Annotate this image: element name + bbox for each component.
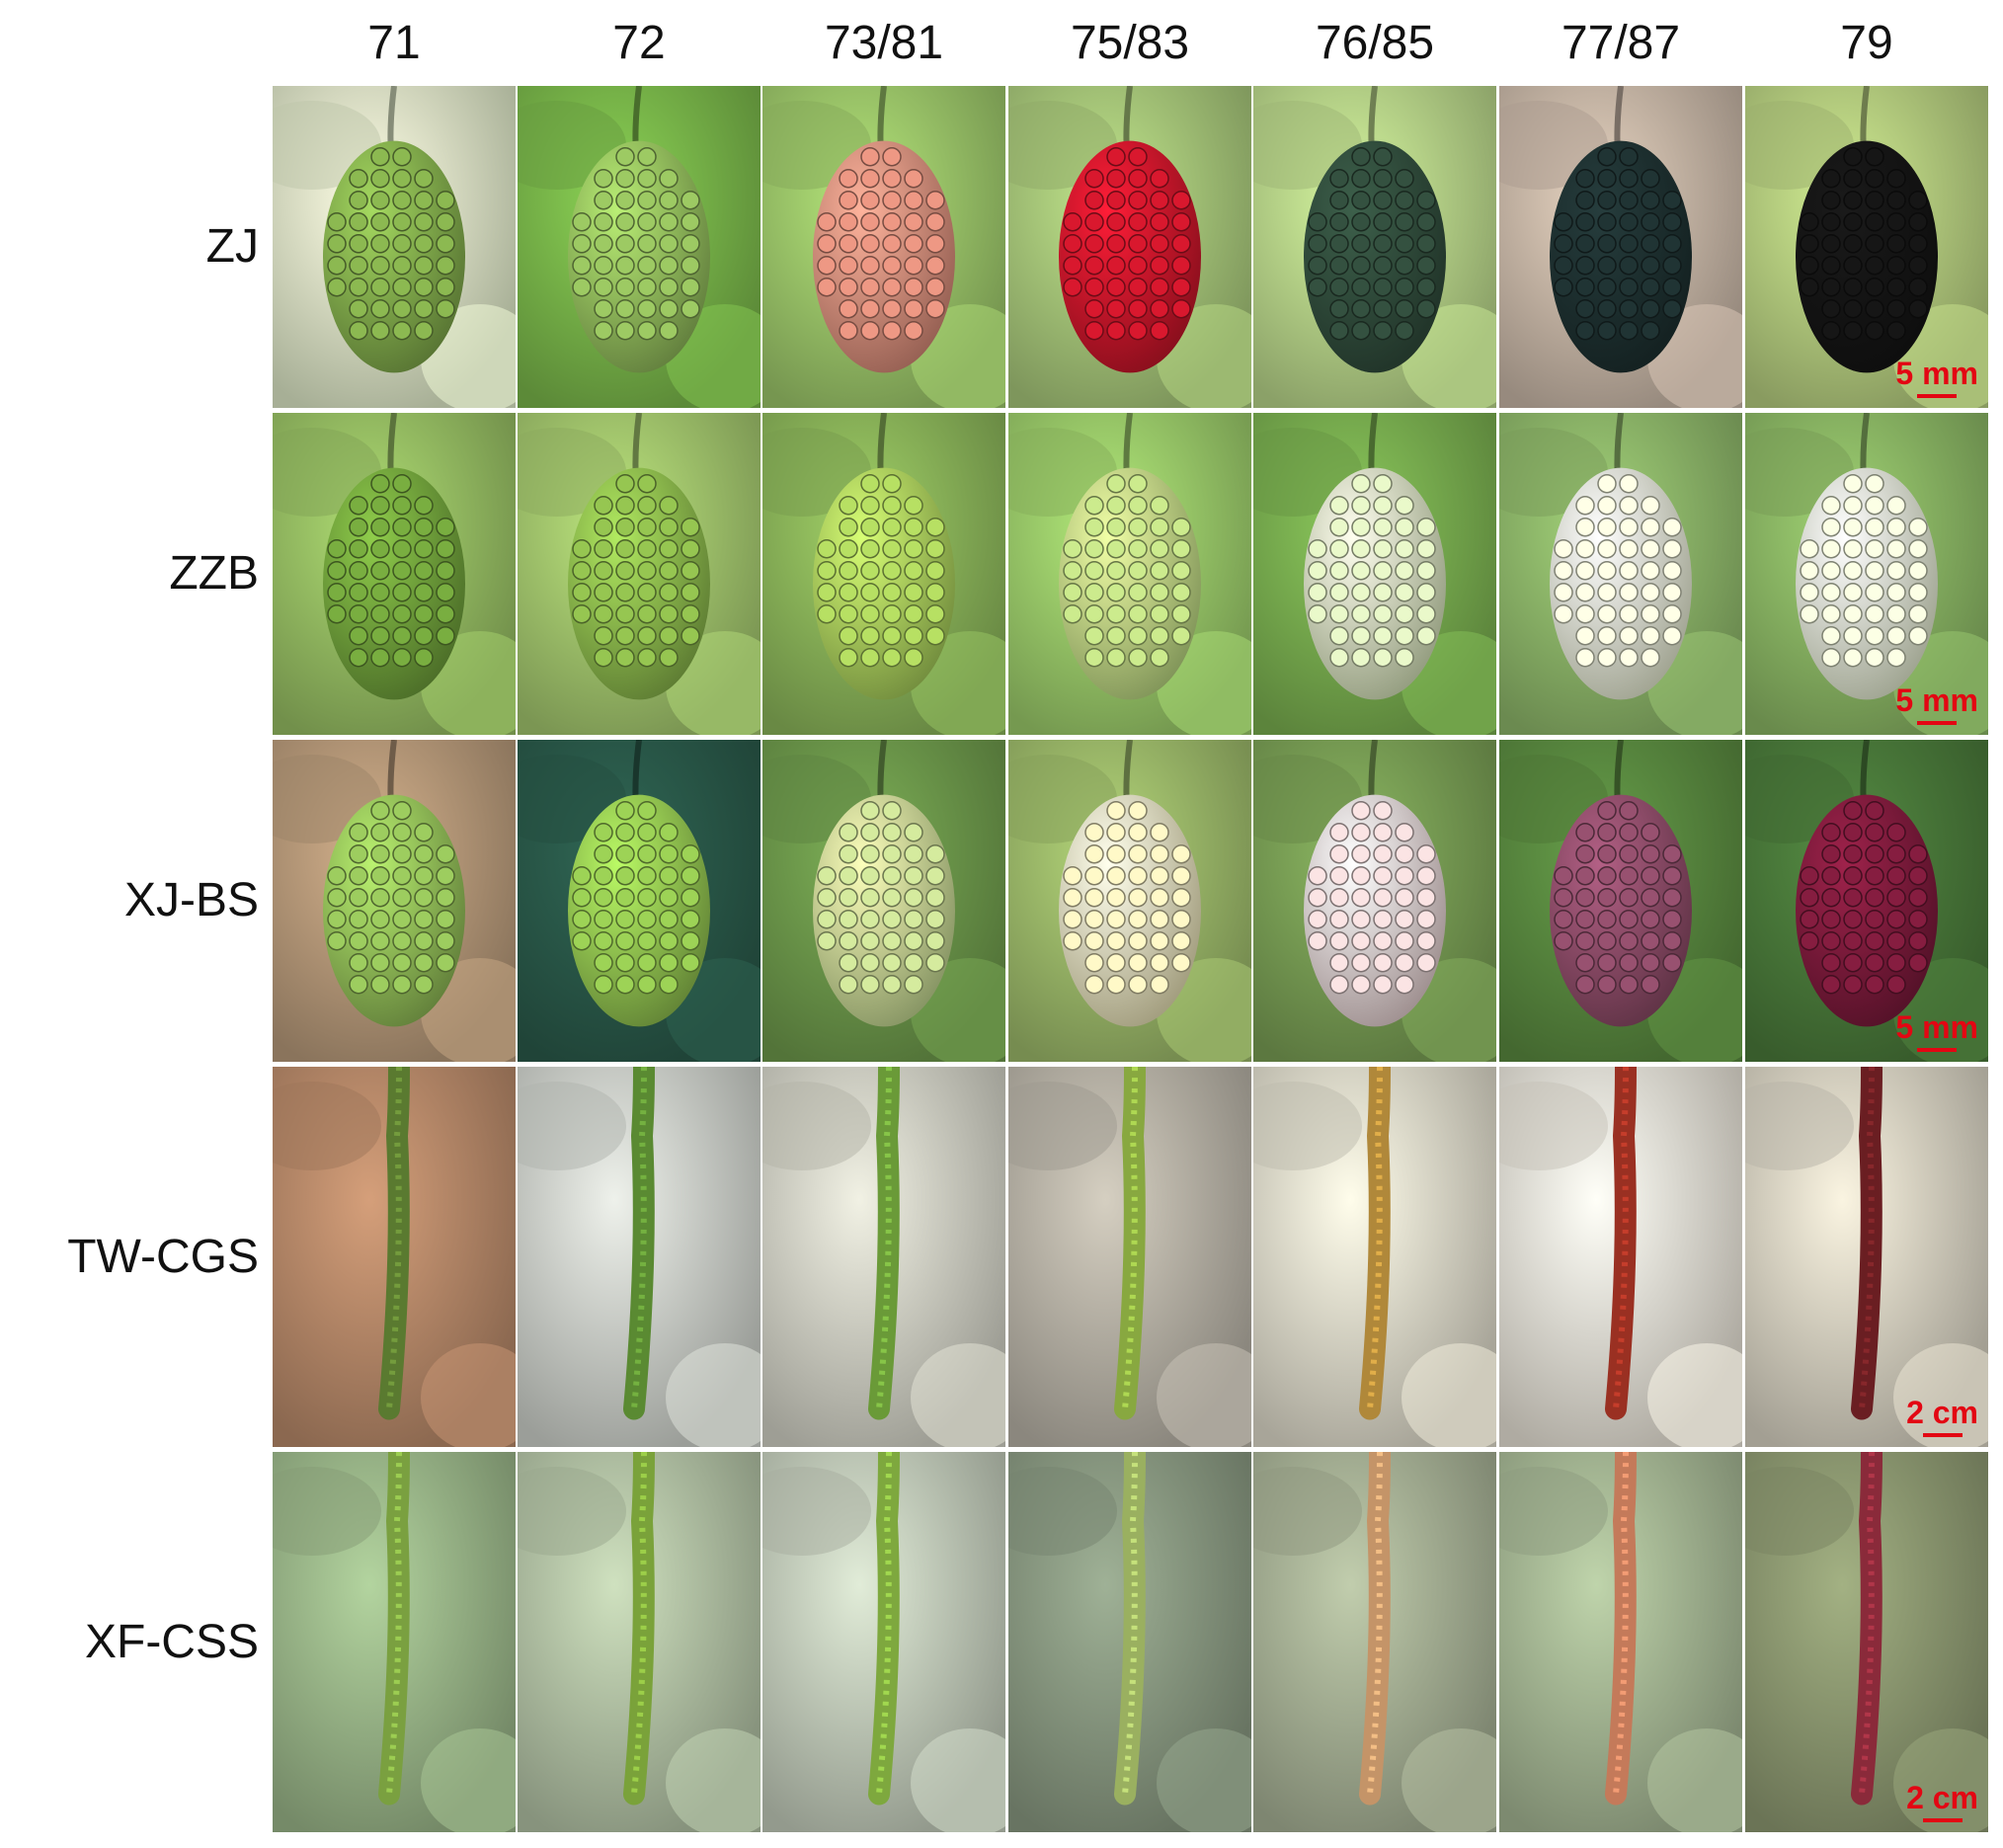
scale-bar: 5 mm — [1895, 356, 1978, 398]
fruit-photo — [762, 86, 1005, 408]
fruit-photo — [1253, 1067, 1496, 1447]
scale-bar: 2 cm — [1906, 1395, 1978, 1437]
fruit-photo: 5 mm — [1745, 413, 1988, 735]
row-label: ZZB — [169, 547, 259, 600]
fruit-photo — [1499, 413, 1742, 735]
scale-bar-line — [1917, 721, 1958, 725]
fruit-photo — [1008, 1067, 1251, 1447]
fruit-photo — [518, 740, 761, 1062]
fruit-photo: 5 mm — [1745, 86, 1988, 408]
fruit-photo — [1008, 86, 1251, 408]
fruit-photo — [1499, 86, 1742, 408]
fruit-photo — [762, 413, 1005, 735]
scale-bar-label: 5 mm — [1895, 1009, 1978, 1045]
fruit-photo — [518, 413, 761, 735]
row-label: XF-CSS — [84, 1615, 259, 1668]
fruit-photo — [1253, 413, 1496, 735]
fruit-photo — [1253, 740, 1496, 1062]
scale-bar-line — [1917, 394, 1958, 398]
fruit-photo — [1499, 740, 1742, 1062]
fruit-photo — [273, 1067, 516, 1447]
fruit-photo — [518, 86, 761, 408]
column-header: 72 — [612, 17, 666, 69]
scale-bar-label: 2 cm — [1906, 1395, 1978, 1430]
fruit-photo — [1008, 413, 1251, 735]
column-header: 73/81 — [824, 17, 944, 69]
fruit-photo — [1253, 1452, 1496, 1832]
fruit-photo — [273, 740, 516, 1062]
fruit-photo — [762, 740, 1005, 1062]
scale-bar: 5 mm — [1895, 1009, 1978, 1052]
column-header: 77/87 — [1561, 17, 1681, 69]
fruit-photo — [1499, 1067, 1742, 1447]
scale-bar-label: 5 mm — [1895, 683, 1978, 718]
scale-bar: 5 mm — [1895, 683, 1978, 725]
column-header: 71 — [367, 17, 421, 69]
fruit-photo — [1499, 1452, 1742, 1832]
fruit-photo — [518, 1067, 761, 1447]
fruit-photo — [273, 1452, 516, 1832]
fruit-photo — [762, 1067, 1005, 1447]
fruit-photo — [1008, 1452, 1251, 1832]
scale-bar-line — [1917, 1048, 1958, 1052]
row-label: TW-CGS — [67, 1230, 259, 1283]
scale-bar-line — [1922, 1433, 1963, 1437]
fruit-photo: 2 cm — [1745, 1452, 1988, 1832]
fruit-photo: 2 cm — [1745, 1067, 1988, 1447]
scale-bar-label: 2 cm — [1906, 1780, 1978, 1815]
row-label: XJ-BS — [123, 874, 259, 926]
fruit-photo — [518, 1452, 761, 1832]
scale-bar: 2 cm — [1906, 1780, 1978, 1822]
fruit-photo — [273, 86, 516, 408]
fruit-photo — [762, 1452, 1005, 1832]
fruit-photo — [1008, 740, 1251, 1062]
column-header: 75/83 — [1070, 17, 1190, 69]
column-header: 79 — [1840, 17, 1893, 69]
row-label: ZJ — [205, 220, 259, 273]
scale-bar-line — [1922, 1818, 1963, 1822]
scale-bar-label: 5 mm — [1895, 356, 1978, 391]
column-header: 76/85 — [1315, 17, 1435, 69]
fruit-photo — [1253, 86, 1496, 408]
fruit-photo — [273, 413, 516, 735]
fruit-photo: 5 mm — [1745, 740, 1988, 1062]
